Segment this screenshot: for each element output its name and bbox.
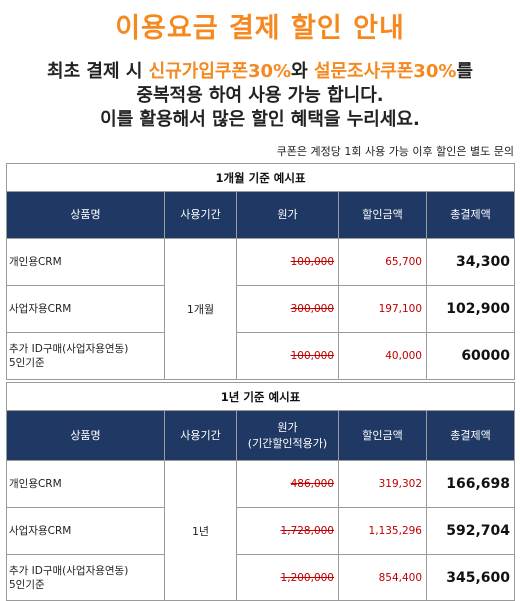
header-discount: 할인금액: [338, 191, 427, 239]
header-product: 상품명: [6, 410, 165, 461]
original-price: 1,728,000: [236, 507, 339, 555]
product-name: 개인용CRM: [6, 238, 165, 286]
original-price: 486,000: [236, 460, 339, 508]
original-price: 100,000: [236, 238, 339, 286]
header-original: 원가 (기간할인적용가): [236, 410, 339, 461]
table-row: 사업자용CRM 1,728,000 1,135,296 592,704: [6, 507, 515, 555]
total-amount: 34,300: [425, 238, 516, 286]
header-total: 총결제액: [425, 191, 516, 239]
intro-line-1: 최초 결제 시 신규가입쿠폰30%와 설문조사쿠폰30%를: [0, 60, 520, 84]
intro-line-3: 이를 활용해서 많은 할인 혜택을 누리세요.: [100, 109, 420, 130]
product-name: 추가 ID구매(사업자용연동) 5인기준: [6, 332, 165, 380]
header-discount: 할인금액: [338, 410, 427, 461]
discount-amount: 1,135,296: [338, 507, 427, 555]
total-amount: 166,698: [426, 460, 515, 508]
header-product: 상품명: [6, 191, 165, 239]
header-total: 총결제액: [426, 410, 515, 461]
discount-amount: 319,302: [338, 460, 427, 508]
total-amount: 60000: [425, 332, 516, 380]
discount-amount: 854,400: [338, 554, 427, 601]
discount-amount: 197,100: [338, 285, 427, 333]
product-name: 사업자용CRM: [6, 507, 165, 555]
table-row: 개인용CRM 1개월 100,000 65,700 34,300: [6, 238, 516, 380]
intro-line1-mid: 와: [291, 61, 314, 82]
header-original: 원가: [236, 191, 339, 239]
product-name: 추가 ID구매(사업자용연동) 5인기준: [6, 554, 165, 601]
period-cell: 1개월: [164, 238, 237, 380]
table-row: 사업자용CRM 300,000 197,100 102,900: [6, 285, 516, 333]
product-name: 개인용CRM: [6, 460, 165, 508]
coupon-survey-highlight: 설문조사쿠폰30%: [313, 61, 457, 82]
original-price: 100,000: [236, 332, 339, 380]
page-title: 이용요금 결제 할인 안내: [115, 13, 405, 44]
table-row: 개인용CRM 1년 486,000 319,302 166,698: [6, 460, 515, 601]
header-period: 사용기간: [164, 191, 237, 239]
coupon-note: 쿠폰은 계정당 1회 사용 가능 이후 할인은 별도 문의: [276, 145, 514, 158]
intro-line1-prefix: 최초 결제 시: [47, 61, 149, 82]
table-row: 추가 ID구매(사업자용연동) 5인기준 1,200,000 854,400 3…: [6, 554, 515, 601]
table-caption: 1개월 기준 예시표: [5, 163, 516, 192]
intro-text: 최초 결제 시 신규가입쿠폰30%와 설문조사쿠폰30%를 중복적용 하여 사용…: [0, 60, 520, 132]
original-price: 1,200,000: [236, 554, 339, 601]
table-row: 추가 ID구매(사업자용연동) 5인기준 100,000 40,000 6000…: [6, 332, 516, 380]
monthly-price-table: 1개월 기준 예시표 상품명 사용기간 원가 할인금액 총결제액 개인용CRM …: [5, 163, 516, 380]
total-amount: 102,900: [425, 285, 516, 333]
total-amount: 345,600: [426, 554, 515, 601]
period-cell: 1년: [164, 460, 237, 601]
discount-amount: 40,000: [338, 332, 427, 380]
intro-line-2: 중복적용 하여 사용 가능 합니다.: [136, 85, 384, 106]
table-caption: 1년 기준 예시표: [6, 382, 515, 411]
yearly-price-table: 1년 기준 예시표 상품명 사용기간 원가 (기간할인적용가) 할인금액 총결제…: [6, 382, 515, 601]
coupon-new-highlight: 신규가입쿠폰30%: [148, 61, 292, 82]
intro-line1-suffix: 를: [456, 61, 473, 82]
discount-amount: 65,700: [338, 238, 427, 286]
total-amount: 592,704: [426, 507, 515, 555]
header-period: 사용기간: [164, 410, 237, 461]
product-name: 사업자용CRM: [6, 285, 165, 333]
original-price: 300,000: [236, 285, 339, 333]
